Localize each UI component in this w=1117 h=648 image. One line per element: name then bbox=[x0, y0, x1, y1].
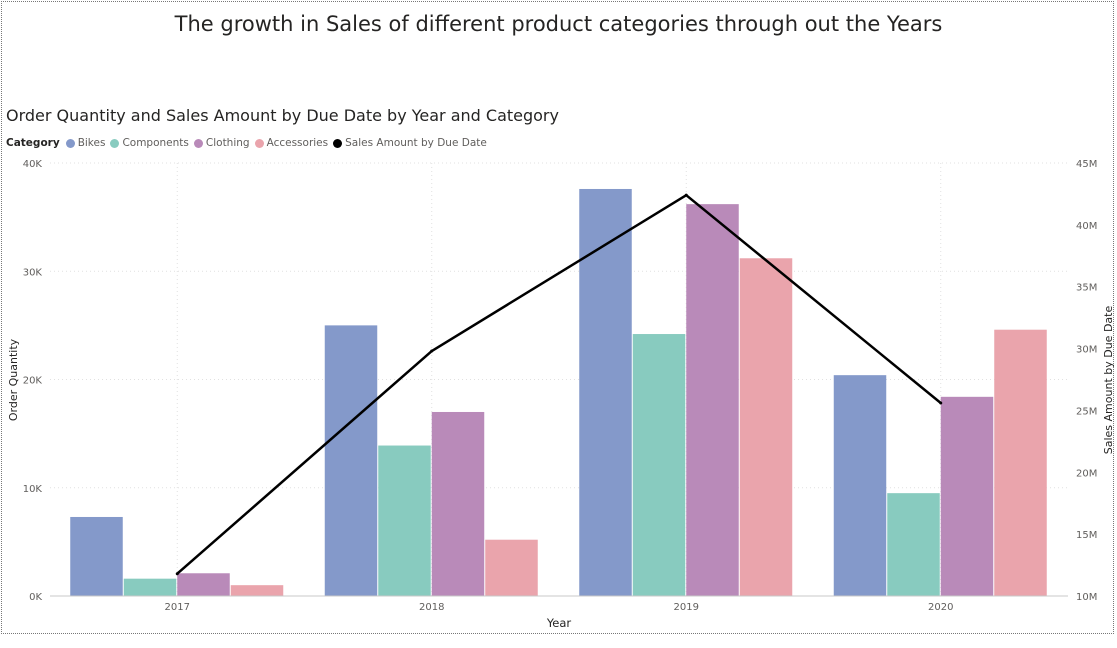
chart-title: Order Quantity and Sales Amount by Due D… bbox=[6, 106, 559, 125]
y2-tick-label: 45M bbox=[1076, 159, 1097, 170]
x-tick-label: 2019 bbox=[674, 602, 699, 613]
line-point-2017 bbox=[175, 572, 179, 576]
legend-swatch-bikes bbox=[65, 138, 75, 148]
legend-item-bikes[interactable]: Bikes bbox=[65, 137, 106, 149]
y-tick-label: 40K bbox=[23, 159, 43, 170]
line-point-2019 bbox=[684, 193, 688, 197]
y2-tick-label: 15M bbox=[1076, 530, 1097, 541]
bar-clothing-2017 bbox=[177, 573, 230, 596]
y-tick-label: 20K bbox=[23, 376, 43, 387]
bar-bikes-2019 bbox=[579, 188, 632, 597]
bar-accessories-2017 bbox=[230, 585, 284, 596]
y2-tick-label: 20M bbox=[1076, 468, 1097, 479]
bar-clothing-2018 bbox=[431, 411, 485, 596]
legend-label-components: Components bbox=[122, 137, 189, 149]
y2-axis-title: Sales Amount by Due Date bbox=[1102, 306, 1115, 455]
legend-swatch-clothing bbox=[193, 138, 203, 148]
bar-clothing-2019 bbox=[686, 204, 739, 596]
x-tick-label: 2018 bbox=[419, 602, 444, 613]
line-point-2020 bbox=[939, 401, 943, 405]
legend-title: Category bbox=[6, 137, 60, 149]
legend-item-components[interactable]: Components bbox=[110, 137, 189, 149]
report-frame bbox=[1, 1, 1114, 634]
chart-legend: Category Bikes Components Clothing Acces… bbox=[6, 136, 492, 150]
bar-components-2017 bbox=[123, 578, 177, 596]
y-tick-label: 0K bbox=[29, 592, 42, 603]
legend-item-accessories[interactable]: Accessories bbox=[254, 137, 329, 149]
x-axis-title: Year bbox=[546, 616, 572, 630]
bar-accessories-2020 bbox=[994, 329, 1047, 596]
legend-swatch-sales-amount bbox=[333, 138, 343, 148]
legend-label-sales-amount: Sales Amount by Due Date bbox=[345, 137, 487, 149]
bar-accessories-2018 bbox=[485, 539, 538, 596]
x-tick-label: 2020 bbox=[928, 602, 953, 613]
y-axis-title: Order Quantity bbox=[7, 338, 20, 421]
bar-clothing-2020 bbox=[940, 396, 994, 596]
y2-tick-label: 30M bbox=[1076, 345, 1097, 356]
legend-item-sales-amount[interactable]: Sales Amount by Due Date bbox=[333, 137, 487, 149]
bar-components-2018 bbox=[378, 445, 431, 596]
y2-tick-label: 10M bbox=[1076, 592, 1097, 603]
bar-bikes-2020 bbox=[833, 375, 887, 596]
bar-components-2020 bbox=[887, 493, 940, 596]
y2-tick-label: 25M bbox=[1076, 406, 1097, 417]
y-tick-label: 30K bbox=[23, 267, 43, 278]
page-title: The growth in Sales of different product… bbox=[174, 12, 943, 36]
legend-swatch-components bbox=[110, 138, 120, 148]
x-tick-label: 2017 bbox=[165, 602, 190, 613]
line-sales-amount bbox=[176, 193, 942, 575]
y-tick-label: 10K bbox=[23, 484, 43, 495]
legend-label-clothing: Clothing bbox=[205, 137, 250, 149]
bar-components-2019 bbox=[632, 334, 686, 596]
bar-accessories-2019 bbox=[739, 258, 793, 596]
legend-label-bikes: Bikes bbox=[77, 137, 106, 149]
y2-tick-label: 40M bbox=[1076, 221, 1097, 232]
line-point-2018 bbox=[430, 349, 434, 353]
legend-swatch-accessories bbox=[254, 138, 264, 148]
y2-tick-label: 35M bbox=[1076, 283, 1097, 294]
bar-bikes-2018 bbox=[324, 325, 378, 596]
bar-bikes-2017 bbox=[70, 516, 123, 596]
legend-item-clothing[interactable]: Clothing bbox=[193, 137, 250, 149]
legend-label-accessories: Accessories bbox=[266, 137, 329, 149]
